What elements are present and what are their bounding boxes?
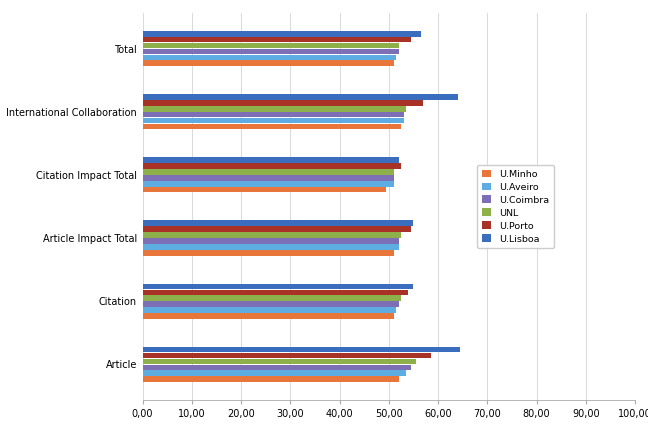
Bar xyxy=(143,226,411,232)
Bar xyxy=(143,163,401,169)
Bar xyxy=(143,353,431,358)
Bar xyxy=(143,365,411,370)
Bar xyxy=(143,377,399,382)
Bar xyxy=(143,169,394,175)
Bar xyxy=(143,238,399,244)
Bar xyxy=(143,31,421,36)
Bar xyxy=(143,313,394,319)
Bar xyxy=(143,187,386,193)
Bar xyxy=(143,250,394,256)
Bar xyxy=(143,284,413,289)
Bar xyxy=(143,106,406,111)
Bar xyxy=(143,359,416,364)
Bar xyxy=(143,220,413,226)
Bar xyxy=(143,55,396,60)
Bar xyxy=(143,157,399,163)
Bar xyxy=(143,370,406,376)
Bar xyxy=(143,289,408,295)
Bar xyxy=(143,37,411,43)
Bar xyxy=(143,124,401,129)
Legend: U.Minho, U.Aveiro, U.Coimbra, UNL, U.Porto, U.Lisboa: U.Minho, U.Aveiro, U.Coimbra, UNL, U.Por… xyxy=(477,165,554,248)
Bar xyxy=(143,175,394,181)
Bar xyxy=(143,301,399,307)
Bar xyxy=(143,244,399,250)
Bar xyxy=(143,49,399,54)
Bar xyxy=(143,100,423,106)
Bar xyxy=(143,307,396,313)
Bar xyxy=(143,60,394,66)
Bar xyxy=(143,295,401,301)
Bar xyxy=(143,347,460,353)
Bar xyxy=(143,112,404,118)
Bar xyxy=(143,181,394,186)
Bar xyxy=(143,118,404,123)
Bar xyxy=(143,43,399,48)
Bar xyxy=(143,232,401,238)
Bar xyxy=(143,94,457,100)
